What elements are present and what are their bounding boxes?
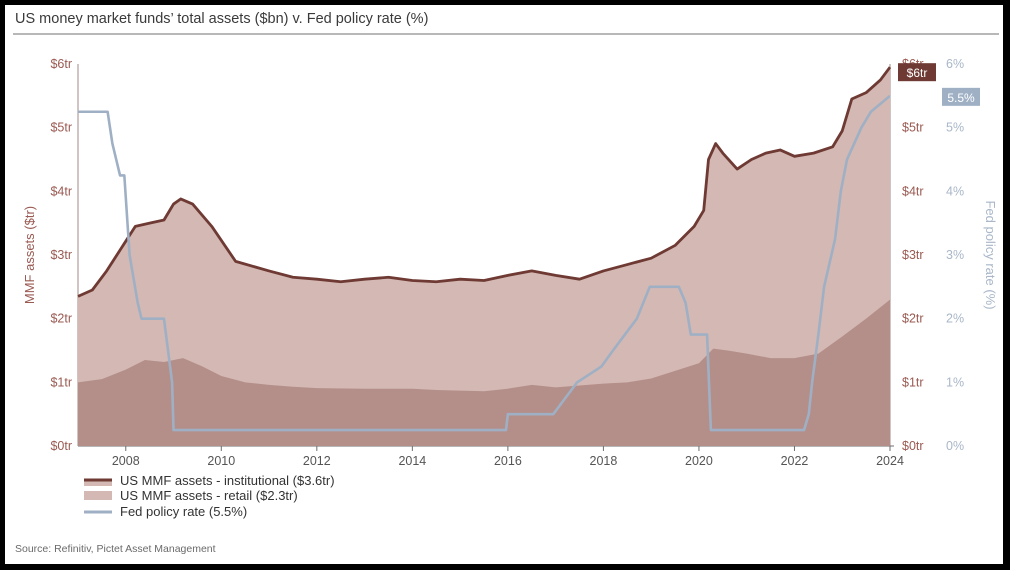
y-tick-left: $5tr [50, 121, 72, 135]
y-tick-left: $1tr [50, 375, 72, 389]
y-tick-right: $1tr [902, 375, 924, 389]
assets-end-label: $6tr [907, 66, 928, 80]
plot-group [77, 66, 892, 446]
legend-label-retail: US MMF assets - retail ($2.3tr) [120, 488, 298, 503]
assets-end-badge [898, 63, 936, 82]
legend-swatch-retail [84, 491, 112, 500]
rate-end-badge [942, 87, 980, 106]
source-note: Source: Refinitiv, Pictet Asset Manageme… [15, 543, 216, 555]
total-assets-area [78, 67, 890, 446]
y-tick-right: $5tr [902, 121, 924, 135]
y-tick-left: $2tr [50, 312, 72, 326]
legend: US MMF assets - institutional ($3.6tr)US… [84, 473, 335, 519]
x-tick-label: 2018 [590, 454, 618, 468]
end-value-badges: $6tr 5.5% [898, 63, 980, 106]
y2-tick: 3% [946, 248, 964, 262]
y2-tick: 5% [946, 121, 964, 135]
retail-assets-area [78, 299, 890, 446]
y-tick-right: $2tr [902, 312, 924, 326]
x-tick-label: 2008 [112, 454, 140, 468]
y-tick-left: $0tr [50, 439, 72, 453]
x-tick-label: 2014 [398, 454, 426, 468]
y-tick-left: $6tr [50, 57, 72, 71]
y2-tick: 0% [946, 439, 964, 453]
x-tick-label: 2024 [876, 454, 904, 468]
x-tick-label: 2020 [685, 454, 713, 468]
title-divider [13, 33, 999, 35]
legend-label-fed: Fed policy rate (5.5%) [120, 504, 247, 519]
y2-tick: 1% [946, 375, 964, 389]
legend-label-institutional: US MMF assets - institutional ($3.6tr) [120, 473, 335, 488]
legend-swatch-institutional-area [84, 480, 112, 486]
y-axis-title-left: MMF assets ($tr) [22, 206, 37, 304]
y2-tick: 6% [946, 57, 964, 71]
y-tick-left: $3tr [50, 248, 72, 262]
y-tick-right: $4tr [902, 184, 924, 198]
institutional-assets-line [77, 66, 892, 298]
x-tick-label: 2016 [494, 454, 522, 468]
fed-policy-rate-line [78, 94, 891, 432]
rate-end-label: 5.5% [947, 91, 975, 105]
y-tick-right: $0tr [902, 439, 924, 453]
y-tick-left: $4tr [50, 184, 72, 198]
chart-title: US money market funds’ total assets ($bn… [15, 11, 429, 27]
y-axis-title-right: Fed policy rate (%) [983, 200, 998, 309]
y2-tick: 2% [946, 312, 964, 326]
y2-tick: 4% [946, 184, 964, 198]
y-tick-right: $3tr [902, 248, 924, 262]
x-tick-label: 2010 [207, 454, 235, 468]
x-tick-label: 2012 [303, 454, 331, 468]
x-tick-label: 2022 [781, 454, 809, 468]
